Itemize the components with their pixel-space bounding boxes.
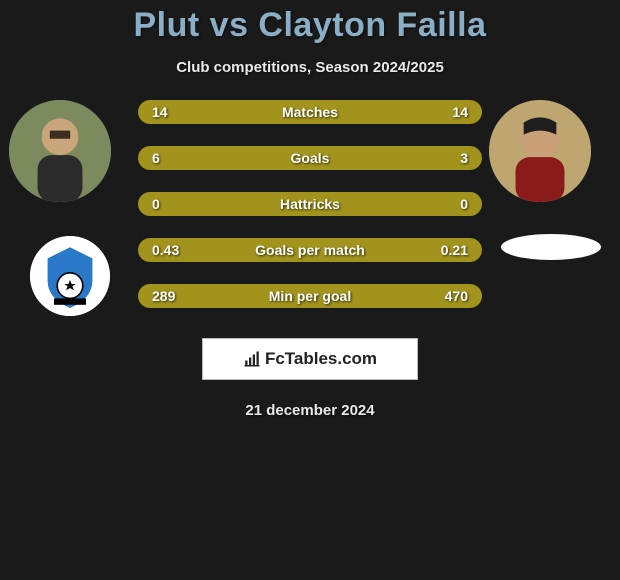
stat-value-left: 0 [152,196,192,212]
stat-value-left: 6 [152,150,192,166]
stat-row: 14 Matches 14 [138,100,482,124]
stat-value-right: 0 [428,196,468,212]
stat-value-right: 3 [428,150,468,166]
avatar-placeholder-icon [9,100,111,202]
club-badge-left [30,236,110,316]
page-title: Plut vs Clayton Failla [0,6,620,45]
stats-bars: 14 Matches 14 6 Goals 3 0 Hattricks 0 0.… [138,100,482,330]
stat-label: Min per goal [192,288,428,304]
stat-label: Matches [192,104,428,120]
chart-icon [243,350,261,368]
stat-value-right: 14 [428,104,468,120]
avatar-placeholder-icon [489,100,591,202]
stat-label: Goals per match [192,242,428,258]
club-crest-icon [30,236,110,316]
club-badge-right [501,234,601,260]
stat-row: 0 Hattricks 0 [138,192,482,216]
subtitle: Club competitions, Season 2024/2025 [0,59,620,76]
stat-row: 289 Min per goal 470 [138,284,482,308]
watermark-text: FcTables.com [265,349,377,369]
stat-value-left: 14 [152,104,192,120]
stat-value-left: 289 [152,288,192,304]
stat-row: 6 Goals 3 [138,146,482,170]
comparison-card: Plut vs Clayton Failla Club competitions… [0,0,620,450]
date-text: 21 december 2024 [0,402,620,419]
stat-label: Goals [192,150,428,166]
watermark-box: FcTables.com [202,338,418,380]
player-photo-left [9,100,111,202]
content-area: 14 Matches 14 6 Goals 3 0 Hattricks 0 0.… [0,98,620,338]
player-photo-right [489,100,591,202]
stat-value-right: 0.21 [428,242,468,258]
stat-row: 0.43 Goals per match 0.21 [138,238,482,262]
stat-value-right: 470 [428,288,468,304]
stat-label: Hattricks [192,196,428,212]
stat-value-left: 0.43 [152,242,192,258]
